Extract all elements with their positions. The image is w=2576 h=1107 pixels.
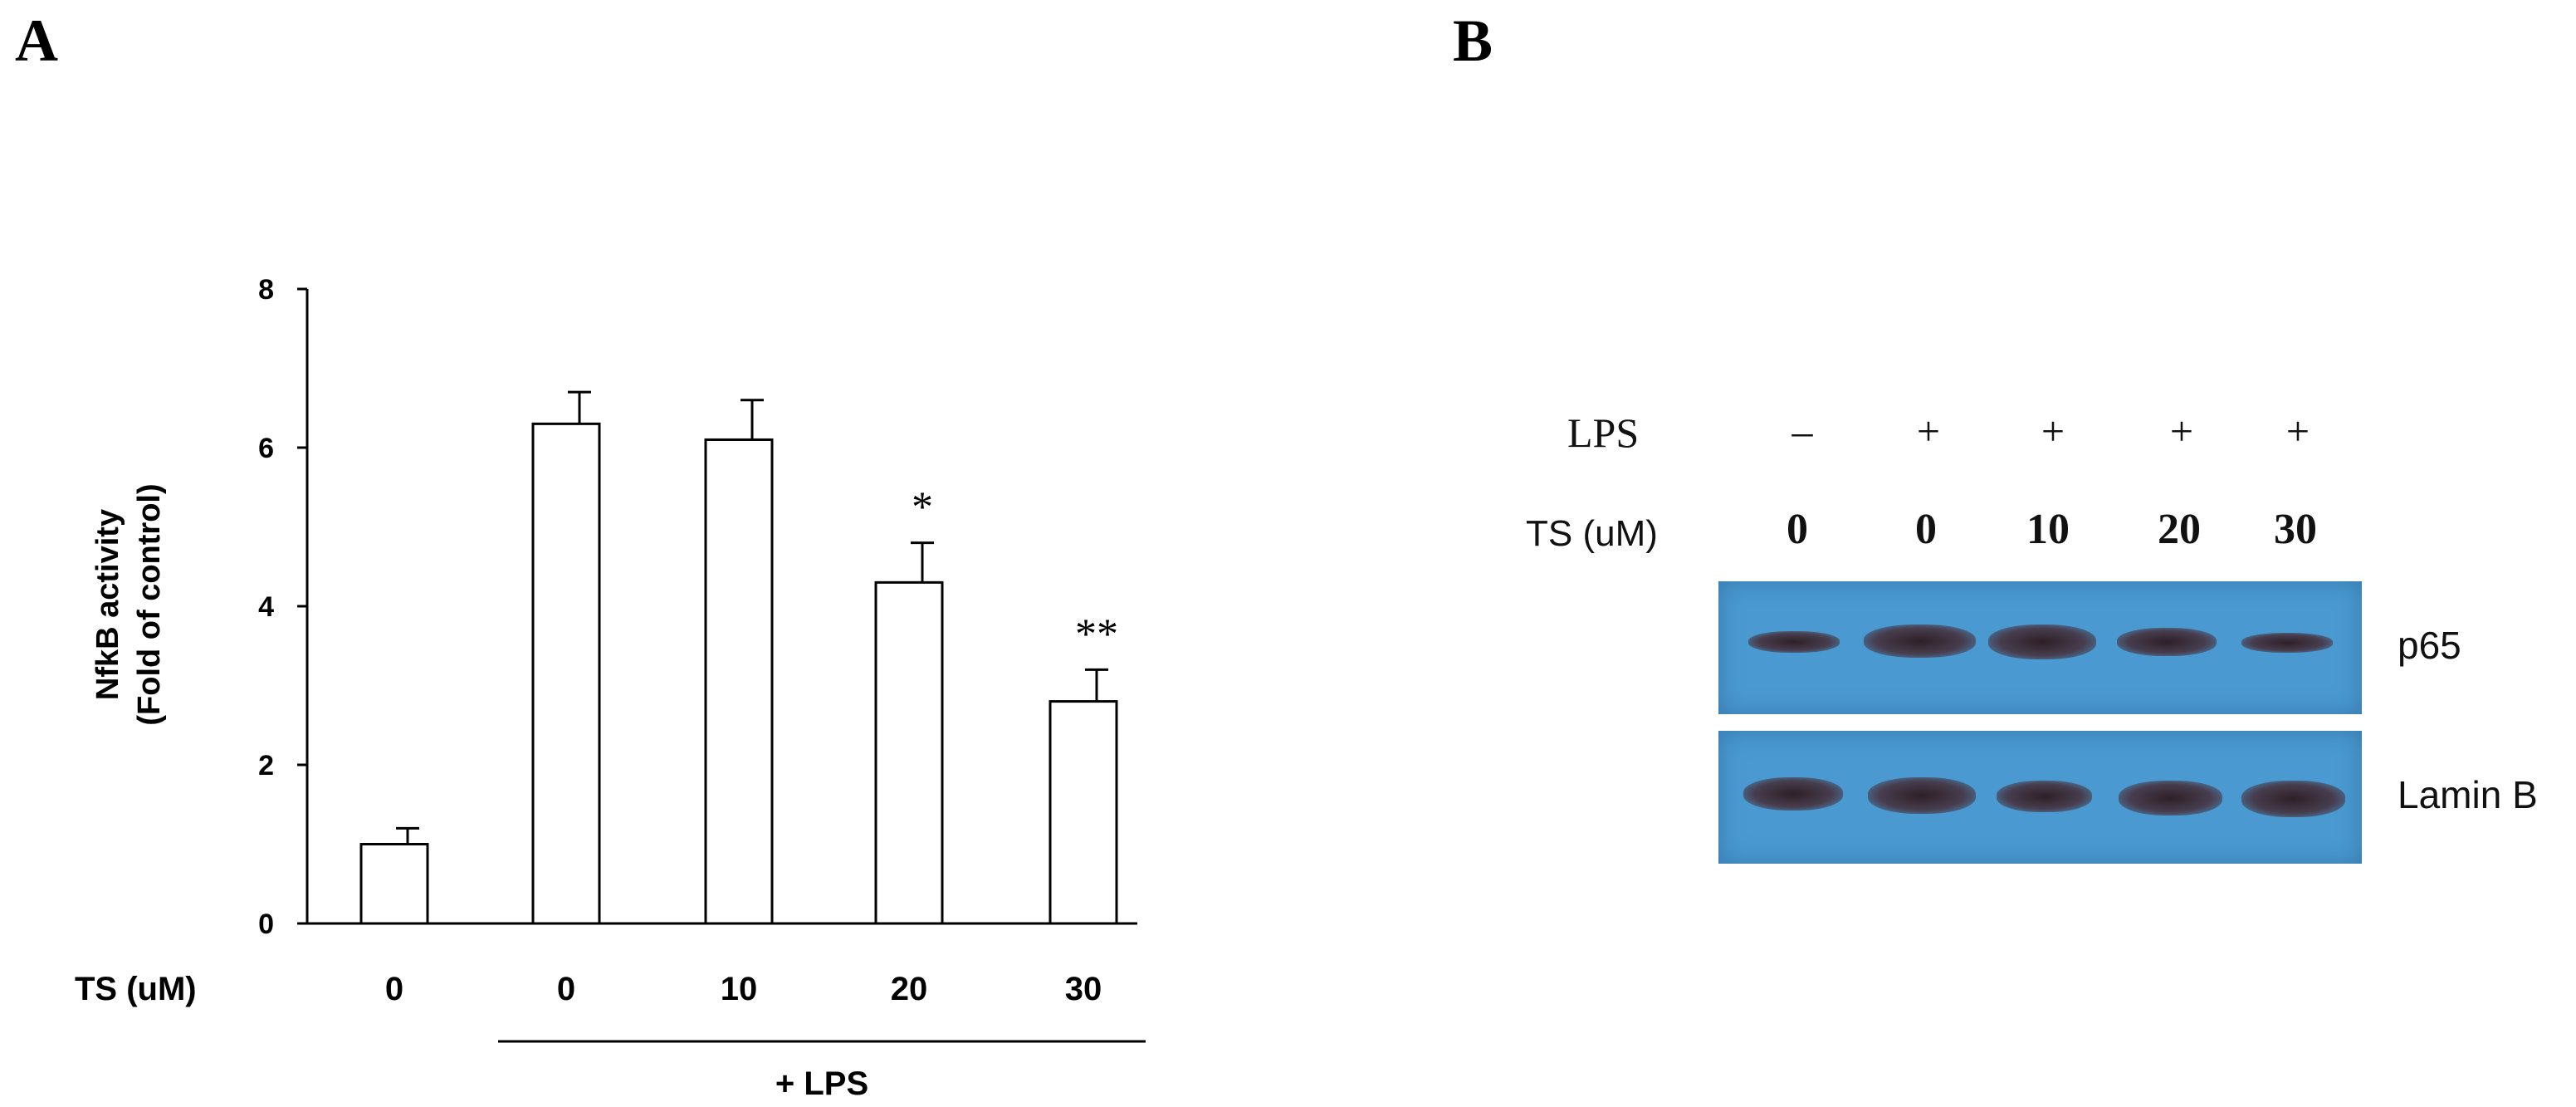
ts-lane-2: 0 [1915, 506, 1937, 553]
y-axis-label-line1: NfkB activity [90, 509, 125, 700]
p65-band-1 [1748, 631, 1840, 653]
y-axis-label-line2: (Fold of control) [132, 483, 167, 725]
x-tick-label: 0 [557, 971, 575, 1007]
bar [531, 422, 601, 925]
y-tick-label: 2 [258, 750, 274, 781]
y-tick-label: 4 [258, 591, 274, 623]
laminb-blot-panel [1718, 731, 2362, 864]
laminb-band-3 [1997, 781, 2092, 812]
ts-lane-4: 20 [2158, 506, 2201, 553]
bar-chart: 0 2 4 6 8 NfkB activity (Fold of control) 0 0 10 *… [75, 274, 1146, 1102]
lps-group-label: + LPS [775, 1065, 868, 1102]
x-tick-label: 10 [721, 971, 758, 1007]
laminb-band-5 [2241, 781, 2345, 817]
p65-band-4 [2117, 628, 2217, 656]
significance-marker: ** [1075, 610, 1118, 658]
y-tick-label: 6 [258, 433, 274, 464]
bar [359, 843, 429, 925]
x-tick-label: 0 [385, 971, 403, 1007]
ts-lane-3: 10 [2026, 506, 2070, 553]
lps-row-label: LPS [1567, 409, 1640, 456]
bar [704, 438, 774, 925]
significance-marker: * [912, 484, 933, 531]
panel-a-label: A [15, 7, 58, 74]
lps-lane-3: + [2041, 408, 2065, 454]
bar [874, 580, 944, 925]
ts-row-label: TS (uM) [1526, 513, 1658, 554]
laminb-band-2 [1868, 777, 1976, 814]
ts-lane-1: 0 [1787, 506, 1808, 553]
x-tick-label: 30 [1065, 971, 1102, 1007]
ts-lane-5: 30 [2274, 506, 2317, 553]
p65-blot-panel [1718, 581, 2362, 714]
lps-lane-4: + [2169, 408, 2194, 454]
p65-label: p65 [2398, 624, 2461, 667]
y-tick-label: 0 [258, 909, 274, 940]
laminb-band-1 [1743, 777, 1843, 811]
x-tick-label: 20 [891, 971, 928, 1007]
x-axis-label: TS (uM) [75, 971, 197, 1007]
laminb-label: Lamin B [2398, 773, 2538, 816]
lps-lane-2: + [1916, 408, 1941, 454]
lps-lane-5: + [2285, 408, 2310, 454]
p65-band-5 [2241, 633, 2333, 653]
bar [1048, 700, 1118, 925]
y-tick-label: 8 [258, 274, 274, 306]
lps-lane-1: – [1791, 408, 1813, 454]
panel-b-label: B [1453, 7, 1493, 74]
laminb-band-4 [2119, 781, 2222, 816]
p65-band-2 [1864, 625, 1976, 658]
p65-band-3 [1988, 625, 2096, 659]
